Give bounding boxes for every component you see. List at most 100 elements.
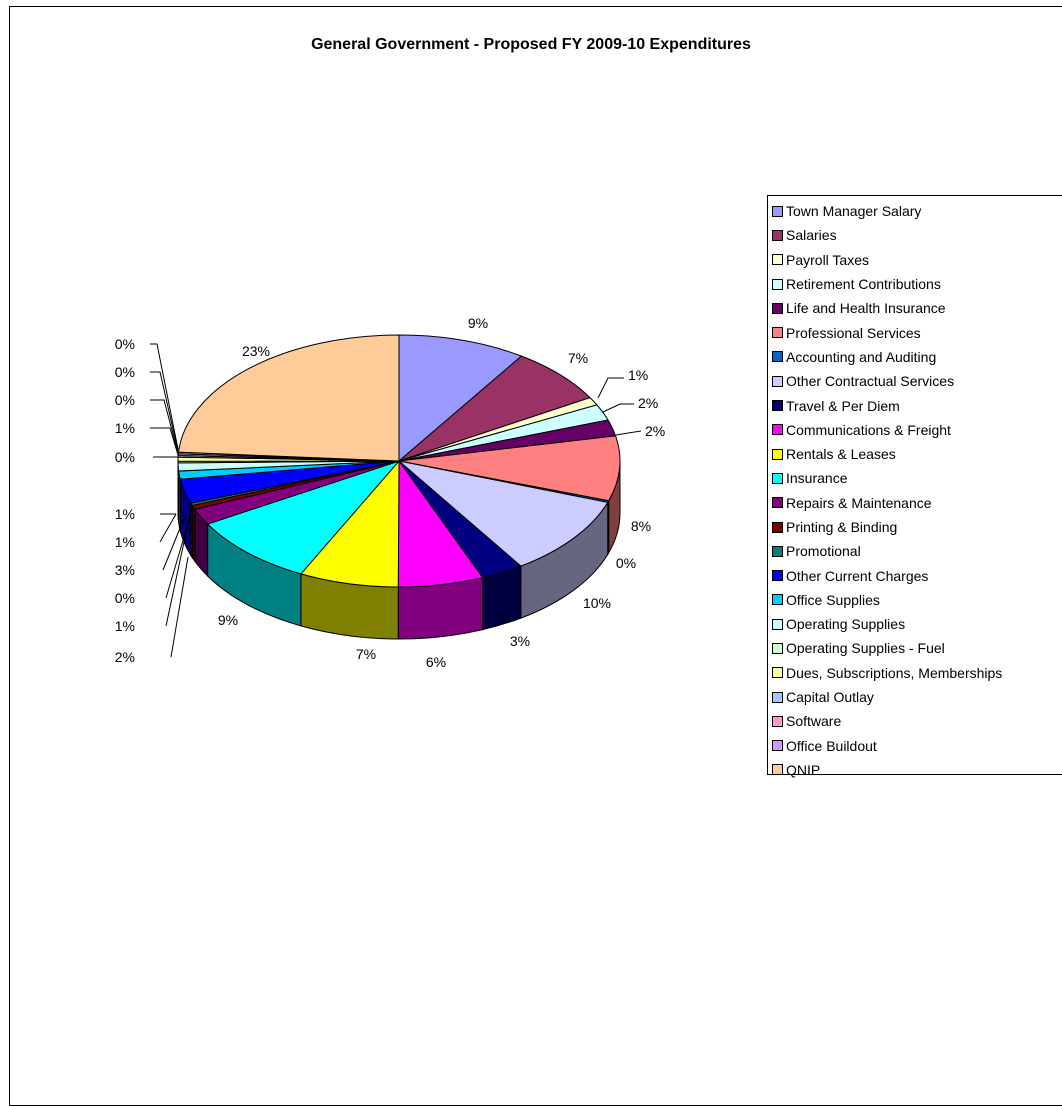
legend-item: QNIP bbox=[771, 758, 1062, 782]
data-label: 1% bbox=[115, 420, 135, 436]
legend-item: Other Contractual Services bbox=[771, 369, 1062, 393]
legend-label: Travel & Per Diem bbox=[786, 398, 900, 414]
legend-label: Office Supplies bbox=[786, 592, 880, 608]
legend-label: Software bbox=[786, 713, 841, 729]
leader-line bbox=[616, 431, 641, 435]
leader-line bbox=[163, 516, 185, 570]
legend-item: Operating Supplies - Fuel bbox=[771, 636, 1062, 660]
legend-swatch bbox=[772, 546, 783, 557]
legend-item: Software bbox=[771, 709, 1062, 733]
legend-item: Office Buildout bbox=[771, 734, 1062, 758]
legend-item: Insurance bbox=[771, 466, 1062, 490]
legend-swatch bbox=[772, 643, 783, 654]
data-label: 10% bbox=[583, 595, 611, 611]
legend-swatch bbox=[772, 279, 783, 290]
legend-item: Promotional bbox=[771, 539, 1062, 563]
data-label: 3% bbox=[115, 562, 135, 578]
legend-item: Retirement Contributions bbox=[771, 272, 1062, 296]
leader-line bbox=[603, 404, 634, 412]
data-label: 1% bbox=[115, 506, 135, 522]
legend-label: Rentals & Leases bbox=[786, 446, 896, 462]
data-label: 3% bbox=[510, 633, 530, 649]
legend-swatch bbox=[772, 351, 783, 362]
legend-swatch bbox=[772, 667, 783, 678]
leader-line bbox=[160, 514, 176, 542]
legend-item: Communications & Freight bbox=[771, 418, 1062, 442]
legend-label: Salaries bbox=[786, 227, 837, 243]
data-label: 7% bbox=[356, 646, 376, 662]
legend-label: Insurance bbox=[786, 470, 847, 486]
legend-label: Communications & Freight bbox=[786, 422, 951, 438]
legend-swatch bbox=[772, 327, 783, 338]
legend-item: Operating Supplies bbox=[771, 612, 1062, 636]
legend-swatch bbox=[772, 449, 783, 460]
legend-label: QNIP bbox=[786, 762, 820, 778]
data-label: 6% bbox=[426, 654, 446, 670]
data-label: 1% bbox=[115, 534, 135, 550]
data-label: 0% bbox=[115, 590, 135, 606]
data-label: 0% bbox=[616, 555, 636, 571]
legend-swatch bbox=[772, 522, 783, 533]
pie-tops bbox=[178, 335, 620, 587]
legend-swatch bbox=[772, 692, 783, 703]
legend-swatch bbox=[772, 376, 783, 387]
data-label: 0% bbox=[115, 449, 135, 465]
legend-item: Other Current Charges bbox=[771, 563, 1062, 587]
data-label: 1% bbox=[628, 367, 648, 383]
legend-swatch bbox=[772, 497, 783, 508]
legend-item: Payroll Taxes bbox=[771, 248, 1062, 272]
legend-item: Rentals & Leases bbox=[771, 442, 1062, 466]
legend-swatch bbox=[772, 594, 783, 605]
legend-item: Travel & Per Diem bbox=[771, 393, 1062, 417]
legend-swatch bbox=[772, 570, 783, 581]
legend-label: Office Buildout bbox=[786, 738, 877, 754]
legend-label: Professional Services bbox=[786, 325, 921, 341]
leader-line bbox=[598, 378, 624, 398]
legend-swatch bbox=[772, 400, 783, 411]
legend-label: Accounting and Auditing bbox=[786, 349, 936, 365]
data-label: 8% bbox=[631, 518, 651, 534]
legend-label: Repairs & Maintenance bbox=[786, 495, 932, 511]
legend-swatch bbox=[772, 740, 783, 751]
data-label: 2% bbox=[115, 649, 135, 665]
legend-swatch bbox=[772, 206, 783, 217]
legend-item: Accounting and Auditing bbox=[771, 345, 1062, 369]
legend-label: Other Contractual Services bbox=[786, 373, 954, 389]
legend-item: Salaries bbox=[771, 223, 1062, 247]
legend-item: Capital Outlay bbox=[771, 685, 1062, 709]
legend-label: Capital Outlay bbox=[786, 689, 874, 705]
legend-swatch bbox=[772, 764, 783, 775]
legend-label: Promotional bbox=[786, 543, 861, 559]
legend-swatch bbox=[772, 473, 783, 484]
legend-item: Dues, Subscriptions, Memberships bbox=[771, 661, 1062, 685]
data-label: 0% bbox=[115, 336, 135, 352]
data-label: 0% bbox=[115, 392, 135, 408]
data-label: 0% bbox=[115, 364, 135, 380]
legend-label: Life and Health Insurance bbox=[786, 300, 946, 316]
data-label: 9% bbox=[218, 612, 238, 628]
data-label: 7% bbox=[568, 350, 588, 366]
legend-swatch bbox=[772, 230, 783, 241]
legend-label: Dues, Subscriptions, Memberships bbox=[786, 665, 1002, 681]
legend: Town Manager Salary Salaries Payroll Taxes… bbox=[767, 195, 1062, 775]
data-label: 2% bbox=[638, 395, 658, 411]
legend-label: Operating Supplies - Fuel bbox=[786, 640, 945, 656]
data-label: 2% bbox=[645, 423, 665, 439]
leader-line bbox=[166, 514, 190, 626]
legend-item: Printing & Binding bbox=[771, 515, 1062, 539]
legend-label: Town Manager Salary bbox=[786, 203, 921, 219]
legend-swatch bbox=[772, 424, 783, 435]
pie-slice bbox=[179, 335, 399, 461]
legend-swatch bbox=[772, 254, 783, 265]
legend-label: Other Current Charges bbox=[786, 568, 928, 584]
legend-label: Retirement Contributions bbox=[786, 276, 941, 292]
legend-item: Town Manager Salary bbox=[771, 199, 1062, 223]
legend-item: Office Supplies bbox=[771, 588, 1062, 612]
legend-label: Payroll Taxes bbox=[786, 252, 869, 268]
data-label: 1% bbox=[115, 618, 135, 634]
legend-swatch bbox=[772, 716, 783, 727]
legend-swatch bbox=[772, 619, 783, 630]
legend-item: Repairs & Maintenance bbox=[771, 491, 1062, 515]
legend-label: Operating Supplies bbox=[786, 616, 905, 632]
data-label: 9% bbox=[468, 315, 488, 331]
